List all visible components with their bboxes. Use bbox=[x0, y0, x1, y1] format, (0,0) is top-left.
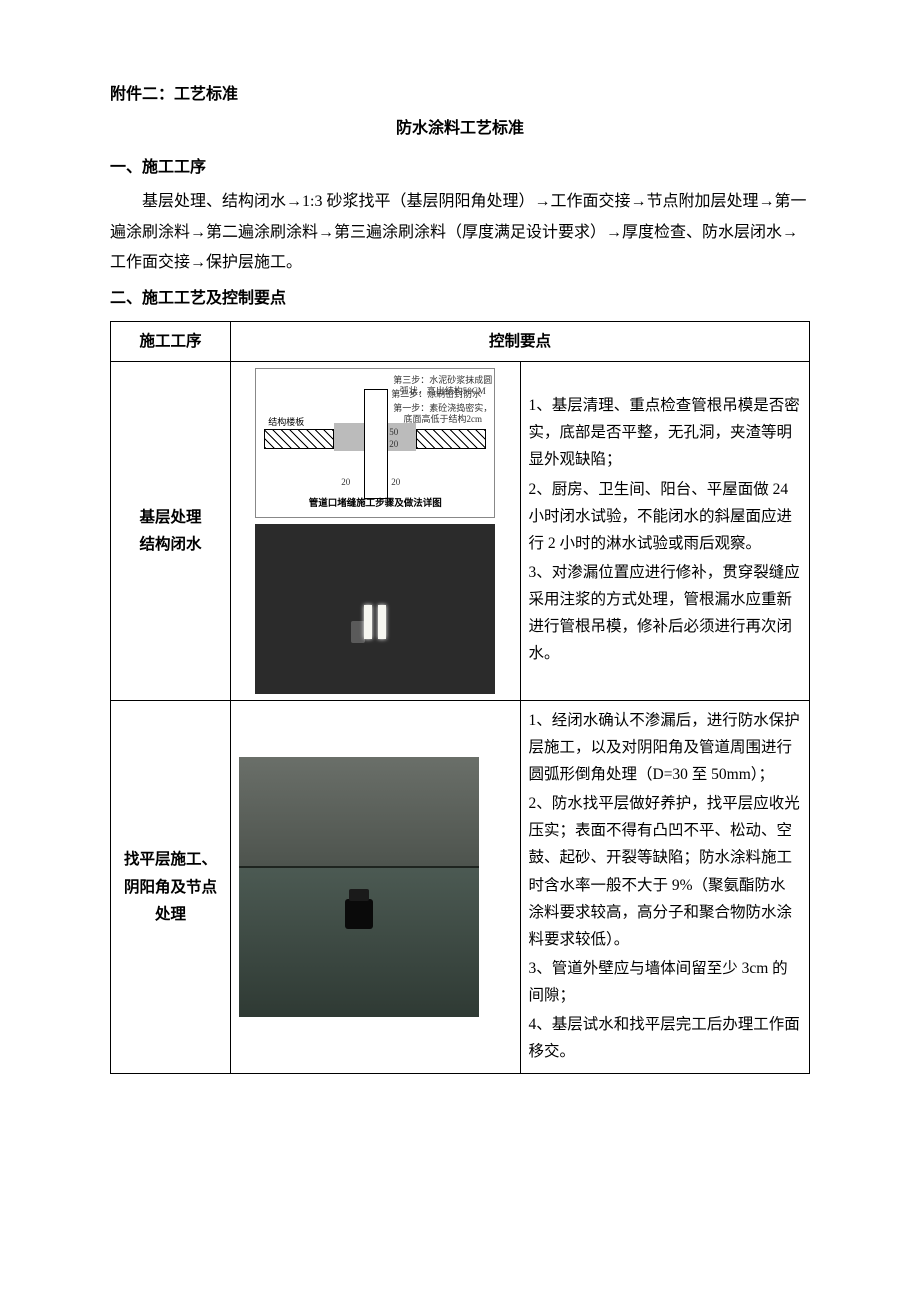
diagram-caption: 管道口堵缝施工步骤及做法详图 bbox=[256, 496, 494, 513]
site-photo bbox=[255, 524, 495, 694]
step-label: 基层处理 结构闭水 bbox=[139, 509, 201, 553]
point-text: 3、对渗漏位置应进行修补，贯穿裂缝应采用注浆的方式处理，管根漏水应重新进行管根吊… bbox=[529, 559, 802, 668]
diagram-dim: 20 bbox=[341, 475, 350, 491]
control-table: 施工工序 控制要点 基层处理 结构闭水 第三步：水泥砂浆抹成圆弧状，高出结构50… bbox=[110, 321, 810, 1075]
point-text: 4、基层试水和找平层完工后办理工作面移交。 bbox=[529, 1011, 802, 1065]
main-title: 防水涂料工艺标准 bbox=[110, 114, 810, 144]
point-text: 1、基层清理、重点检查管根吊模是否密实，底部是否平整，无孔洞，夹渣等明显外观缺陷… bbox=[529, 392, 802, 473]
photo-shape bbox=[239, 866, 479, 868]
section1-heading: 一、施工工序 bbox=[110, 153, 810, 183]
diagram-shape bbox=[364, 389, 388, 499]
diagram-note: 第二步：涂刷密封防水 bbox=[391, 389, 481, 400]
diagram-shape bbox=[416, 429, 486, 449]
point-text: 3、管道外壁应与墙体间留至少 3cm 的间隙； bbox=[529, 955, 802, 1009]
points-cell: 1、经闭水确认不渗漏后，进行防水保护层施工，以及对阴阳角及管道周围进行圆弧形倒角… bbox=[520, 700, 810, 1074]
step-cell: 找平层施工、 阴阳角及节点 处理 bbox=[111, 700, 231, 1074]
step-label: 找平层施工、 阴阳角及节点 处理 bbox=[124, 851, 217, 922]
photo-shape bbox=[364, 605, 386, 639]
procedure-text: 基层处理、结构闭水→1:3 砂浆找平（基层阴阳角处理）→工作面交接→节点附加层处… bbox=[110, 187, 810, 278]
diagram-shape bbox=[264, 429, 334, 449]
step-cell: 基层处理 结构闭水 bbox=[111, 361, 231, 700]
photo-shape bbox=[345, 899, 373, 929]
photo-shape bbox=[351, 621, 365, 643]
section2-heading: 二、施工工艺及控制要点 bbox=[110, 284, 810, 314]
table-row: 找平层施工、 阴阳角及节点 处理 1、经闭水确认不渗漏后，进行防水保护层施工，以… bbox=[111, 700, 810, 1074]
point-text: 2、厨房、卫生间、阳台、平屋面做 24 小时闭水试验，不能闭水的斜屋面应进行 2… bbox=[529, 476, 802, 557]
diagram-shape bbox=[334, 423, 364, 451]
photo-shape bbox=[239, 757, 479, 866]
points-cell: 1、基层清理、重点检查管根吊模是否密实，底部是否平整，无孔洞，夹渣等明显外观缺陷… bbox=[520, 361, 810, 700]
attachment-title: 附件二：工艺标准 bbox=[110, 80, 810, 110]
image-cell: 第三步：水泥砂浆抹成圆弧状，高出结构50CM 第二步：涂刷密封防水 第一步：素砼… bbox=[231, 361, 521, 700]
image-cell bbox=[231, 700, 521, 1074]
table-row: 基层处理 结构闭水 第三步：水泥砂浆抹成圆弧状，高出结构50CM 第二步：涂刷密… bbox=[111, 361, 810, 700]
diagram-dim: 20 bbox=[391, 475, 400, 491]
pipe-diagram: 第三步：水泥砂浆抹成圆弧状，高出结构50CM 第二步：涂刷密封防水 第一步：素砼… bbox=[255, 368, 495, 518]
diagram-note: 第一步：素砼浇捣密实，底面高低于结构2cm bbox=[391, 403, 494, 425]
diagram-dim: 20 bbox=[389, 437, 398, 453]
site-photo bbox=[239, 757, 479, 1017]
th-step: 施工工序 bbox=[111, 321, 231, 361]
th-points: 控制要点 bbox=[231, 321, 810, 361]
point-text: 1、经闭水确认不渗漏后，进行防水保护层施工，以及对阴阳角及管道周围进行圆弧形倒角… bbox=[529, 707, 802, 788]
point-text: 2、防水找平层做好养护，找平层应收光压实；表面不得有凸凹不平、松动、空鼓、起砂、… bbox=[529, 790, 802, 953]
